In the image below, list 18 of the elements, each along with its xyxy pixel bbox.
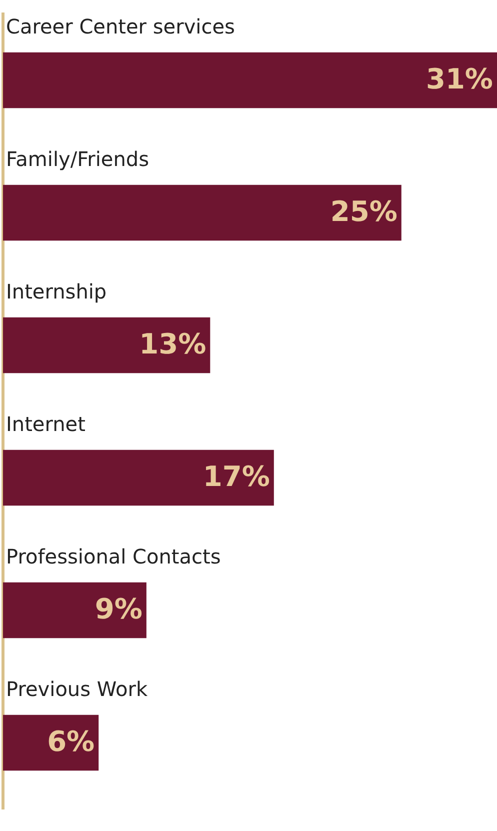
bar [3,52,497,108]
data-label: 9% [94,592,142,626]
bar [3,317,210,374]
bar [3,582,146,638]
data-label: 13% [139,328,206,361]
y-tick-label: Previous Work [6,677,148,702]
bar [3,714,99,771]
y-tick-label: Internship [6,280,107,304]
bar [3,450,274,506]
y-tick-label: Internet [6,412,86,436]
data-label: 31% [426,62,493,96]
y-tick-label: Career Center services [6,14,235,39]
bar [3,184,402,241]
data-label: 17% [202,460,270,494]
y-tick-label: Professional Contacts [6,544,221,569]
data-label: 25% [330,195,398,228]
data-label: 6% [47,725,95,758]
y-tick-label: Family/Friends [6,147,150,172]
